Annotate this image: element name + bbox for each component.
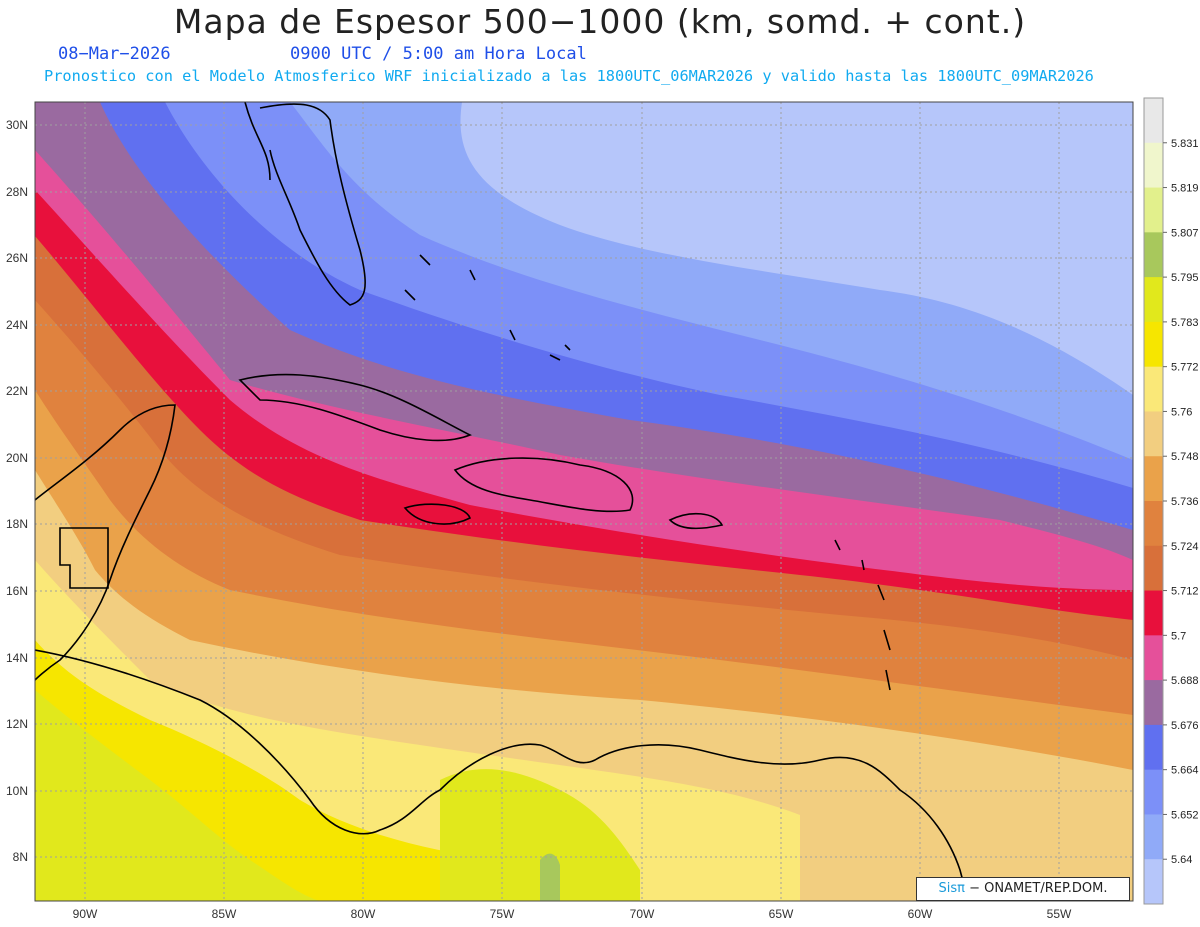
lat-label: 8N <box>13 850 28 864</box>
legend-swatch <box>1144 142 1163 189</box>
map-title: Mapa de Espesor 500−1000 (km, somd. + co… <box>173 2 1027 41</box>
lat-label: 18N <box>6 517 28 531</box>
forecast-date: 08−Mar−2026 <box>58 44 171 64</box>
graticule <box>35 102 1133 901</box>
lon-label: 80W <box>351 907 376 921</box>
legend-swatch <box>1144 724 1163 771</box>
legend-label: 5.712 <box>1171 586 1199 598</box>
legend-swatch <box>1144 859 1163 905</box>
legend-label: 5.783 <box>1171 317 1199 329</box>
coastlines <box>35 102 976 901</box>
lat-label: 24N <box>6 318 28 332</box>
map-frame <box>34 101 1134 902</box>
legend-label: 5.795 <box>1171 272 1199 284</box>
lon-label: 75W <box>490 907 515 921</box>
lon-label: 90W <box>73 907 98 921</box>
lat-label: 20N <box>6 451 28 465</box>
lat-label: 12N <box>6 717 28 731</box>
legend-label: 5.7 <box>1171 630 1186 642</box>
legend-swatch <box>1144 456 1163 502</box>
legend-swatch <box>1144 98 1163 144</box>
legend-label: 5.748 <box>1171 451 1199 463</box>
legend-swatch <box>1144 635 1163 681</box>
thickness-shading <box>35 102 1133 901</box>
lat-label: 10N <box>6 784 28 798</box>
lon-label: 60W <box>908 907 933 921</box>
legend-swatch <box>1144 187 1163 233</box>
legend-swatch <box>1144 366 1163 412</box>
credit-text: − ONAMET/REP.DOM. <box>969 881 1108 896</box>
longitude-axis: 90W 85W 80W 75W 70W 65W 60W 55W <box>73 907 1072 921</box>
legend-label: 5.819 <box>1171 183 1199 195</box>
legend-swatch <box>1144 545 1163 592</box>
credit-box: Sisπ − ONAMET/REP.DOM. <box>916 877 1130 901</box>
legend-label: 5.676 <box>1171 720 1199 732</box>
legend-label: 5.807 <box>1171 227 1199 239</box>
legend-swatch <box>1144 501 1163 547</box>
lat-label: 26N <box>6 251 28 265</box>
credit-brand: Sisπ <box>938 881 965 896</box>
legend-label: 5.724 <box>1171 541 1199 553</box>
model-info: Pronostico con el Modelo Atmosferico WRF… <box>44 67 1094 85</box>
lat-label: 14N <box>6 651 28 665</box>
lat-label: 16N <box>6 584 28 598</box>
lat-label: 28N <box>6 185 28 199</box>
lat-label: 22N <box>6 384 28 398</box>
legend-label: 5.772 <box>1171 362 1199 374</box>
lon-label: 70W <box>630 907 655 921</box>
legend-swatch <box>1144 321 1163 368</box>
lon-label: 85W <box>212 907 237 921</box>
lon-label: 65W <box>769 907 794 921</box>
legend-swatch <box>1144 277 1163 323</box>
legend-swatch <box>1144 814 1163 860</box>
legend-label: 5.652 <box>1171 809 1199 821</box>
legend-label: 5.664 <box>1171 765 1199 777</box>
legend-swatch <box>1144 232 1163 278</box>
legend-swatch <box>1144 590 1163 636</box>
legend-label: 5.64 <box>1171 854 1192 866</box>
latitude-axis: 30N 28N 26N 24N 22N 20N 18N 16N 14N 12N … <box>6 118 28 864</box>
legend-swatch <box>1144 769 1163 815</box>
forecast-time: 0900 UTC / 5:00 am Hora Local <box>290 44 587 64</box>
color-legend: 5.831 5.819 5.807 5.795 5.783 5.772 5.76 5.748 5… <box>1143 97 1199 905</box>
legend-label: 5.76 <box>1171 406 1192 418</box>
lon-label: 55W <box>1047 907 1072 921</box>
legend-swatch <box>1144 680 1163 726</box>
legend-swatch <box>1144 411 1163 457</box>
lat-label: 30N <box>6 118 28 132</box>
legend-label: 5.831 <box>1171 138 1199 150</box>
legend-label: 5.736 <box>1171 496 1199 508</box>
legend-label: 5.688 <box>1171 675 1199 687</box>
